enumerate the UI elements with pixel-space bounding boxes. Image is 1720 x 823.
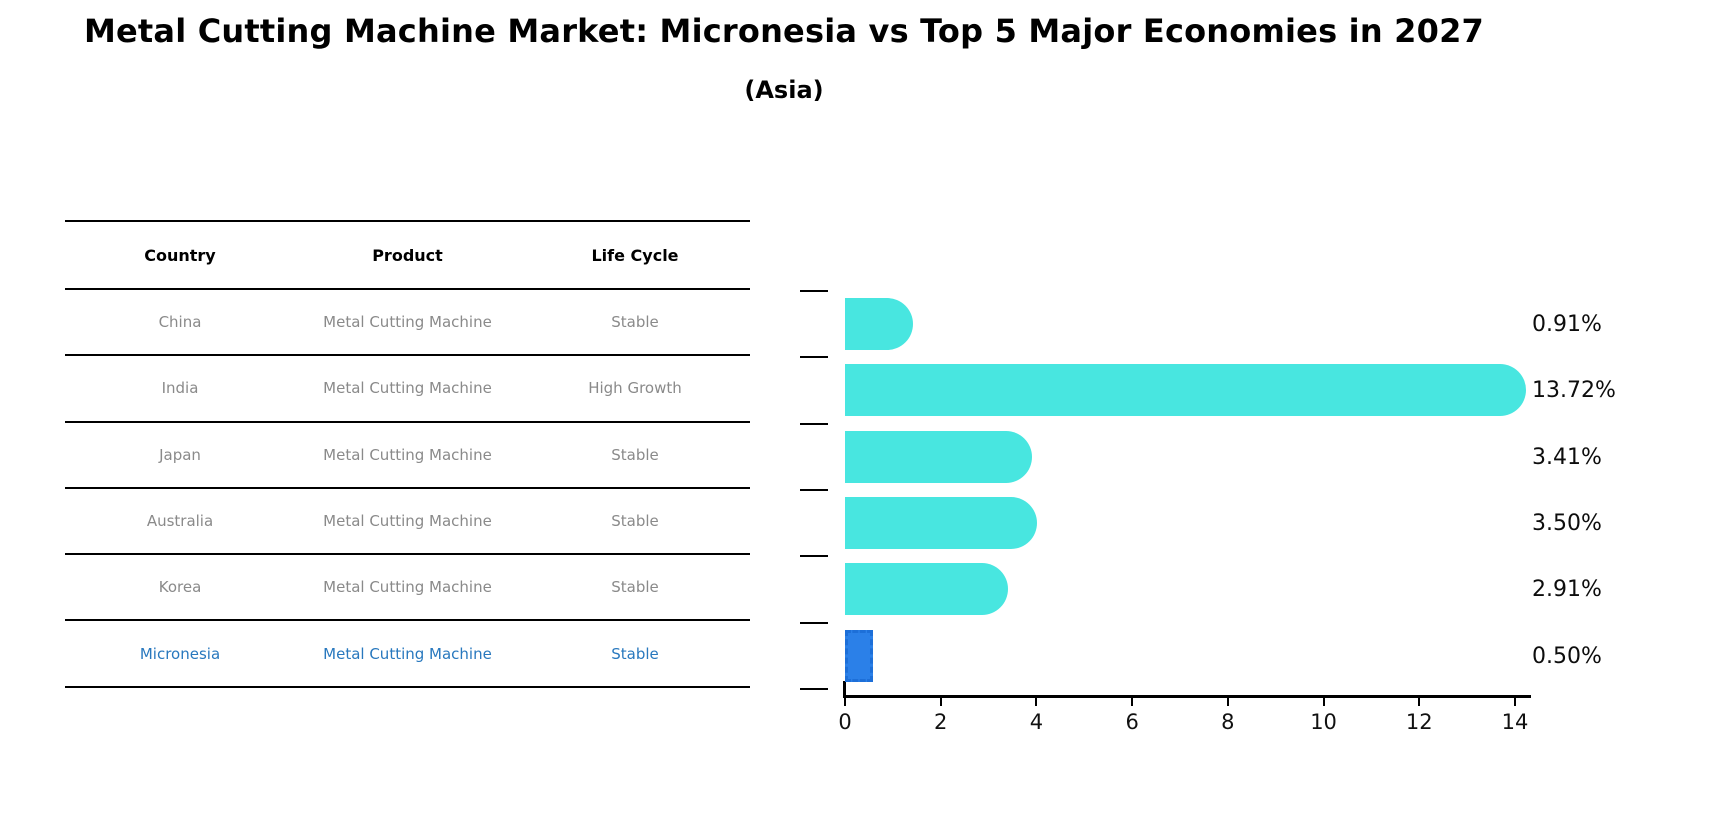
x-axis-tick <box>939 697 942 706</box>
chart-title: Metal Cutting Machine Market: Micronesia… <box>83 12 1485 50</box>
x-axis-tick-label: 8 <box>1221 710 1235 734</box>
table-cell-country: India <box>161 379 199 398</box>
x-axis-origin-tick <box>843 681 846 696</box>
table-cell-country: Australia <box>146 512 214 531</box>
value-label-micronesia: 0.50% <box>1532 643 1602 669</box>
bar-australia <box>845 496 1037 549</box>
table-cell-product: Metal Cutting Machine <box>323 313 492 332</box>
table-row: India Metal Cutting Machine High Growth <box>65 356 750 423</box>
x-axis-tick <box>1322 697 1325 706</box>
bar-india <box>845 364 1526 417</box>
bar-china <box>845 298 913 350</box>
table-cell-lifecycle: Stable <box>611 644 659 663</box>
table-cell-lifecycle: Stable <box>611 313 659 332</box>
table-header-lifecycle: Life Cycle <box>591 245 679 265</box>
table-cell-product: Metal Cutting Machine <box>323 445 492 464</box>
x-axis-tick-label: 2 <box>934 710 948 734</box>
table-header-row: Country Product Life Cycle <box>65 220 750 290</box>
table-header-product: Product <box>372 245 443 265</box>
table-cell-country: Micronesia <box>139 644 221 663</box>
x-axis-tick-label: 6 <box>1125 710 1139 734</box>
x-axis-tick <box>844 697 846 706</box>
x-axis-tick <box>1131 697 1134 706</box>
x-axis-tick <box>1035 697 1038 706</box>
y-axis-tick <box>800 555 828 558</box>
table-cell-lifecycle: Stable <box>611 578 659 597</box>
y-axis-tick <box>800 290 828 292</box>
value-label-japan: 3.41% <box>1532 444 1602 470</box>
x-axis-tick <box>1418 697 1421 706</box>
table-cell-product: Metal Cutting Machine <box>323 379 492 398</box>
y-axis-tick <box>800 621 828 624</box>
table-row: Korea Metal Cutting Machine Stable <box>65 555 750 622</box>
bar-korea <box>845 563 1009 616</box>
y-axis-tick <box>800 356 828 359</box>
table-cell-country: China <box>158 313 202 332</box>
table-cell-lifecycle: High Growth <box>588 379 682 398</box>
value-label-china: 0.91% <box>1532 312 1602 337</box>
value-label-australia: 3.50% <box>1532 510 1602 536</box>
bar-japan <box>845 430 1033 483</box>
x-axis-tick-label: 14 <box>1501 710 1529 734</box>
x-axis-tick-label: 4 <box>1029 710 1044 734</box>
x-axis-tick <box>1514 697 1516 706</box>
value-label-korea: 2.91% <box>1532 577 1602 603</box>
y-axis-tick <box>800 687 828 690</box>
table-cell-product: Metal Cutting Machine <box>323 512 492 531</box>
table-header-country: Country <box>144 245 216 265</box>
bar-micronesia <box>845 629 873 682</box>
value-label-india: 13.72% <box>1532 378 1616 404</box>
table-row: Australia Metal Cutting Machine Stable <box>65 489 750 556</box>
y-axis-tick <box>800 422 828 425</box>
x-axis-tick <box>1226 697 1229 706</box>
country-table: Country Product Life Cycle China Metal C… <box>65 220 750 688</box>
y-axis-tick <box>800 488 828 491</box>
table-cell-lifecycle: Stable <box>611 512 659 531</box>
x-axis-tick-label: 10 <box>1310 710 1337 734</box>
table-row: Japan Metal Cutting Machine Stable <box>65 423 750 489</box>
x-axis-tick-label: 12 <box>1405 710 1433 734</box>
table-cell-product: Metal Cutting Machine <box>323 578 492 597</box>
table-cell-lifecycle: Stable <box>611 445 659 464</box>
table-body: China Metal Cutting Machine Stable India… <box>65 290 750 688</box>
table-cell-product: Metal Cutting Machine <box>323 644 492 663</box>
chart-subtitle: (Asia) <box>744 76 824 104</box>
x-axis-line <box>843 695 1531 698</box>
table-cell-country: Korea <box>158 578 202 597</box>
table-cell-country: Japan <box>159 445 201 464</box>
table-row: Micronesia Metal Cutting Machine Stable <box>65 621 750 688</box>
table-row: China Metal Cutting Machine Stable <box>65 290 750 357</box>
x-axis-tick-label: 0 <box>838 710 852 734</box>
